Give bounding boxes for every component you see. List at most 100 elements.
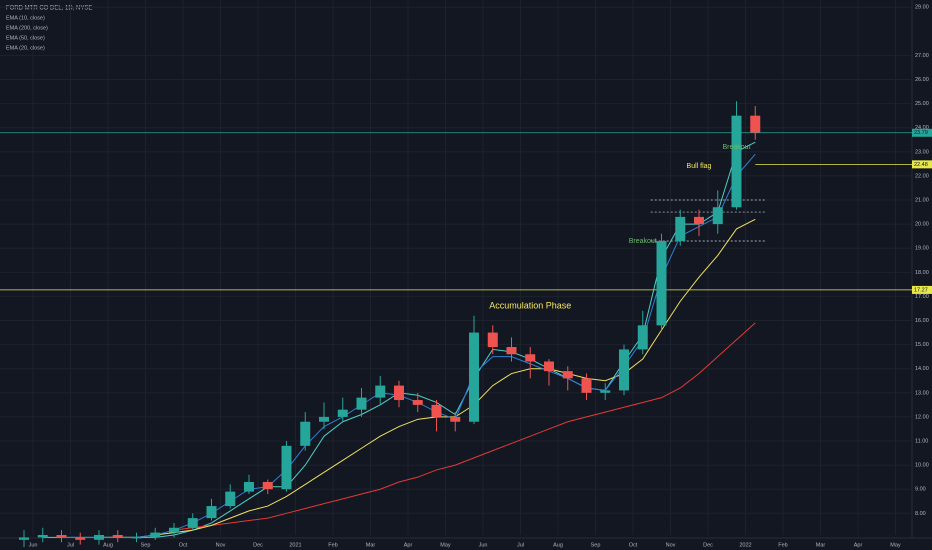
- legend-entry: EMA (20, close): [6, 45, 45, 51]
- y-tick-label: 12.00: [915, 414, 929, 420]
- x-tick-label: May: [440, 542, 451, 548]
- y-tick-label: 8.00: [915, 511, 926, 517]
- candle-body: [375, 385, 386, 398]
- y-tick-label: 26.00: [915, 77, 929, 83]
- x-tick-label: Sep: [591, 542, 601, 548]
- y-tick-label: 17.00: [915, 294, 929, 300]
- x-tick-label: Apr: [854, 542, 863, 548]
- x-tick-label: Jun: [29, 542, 38, 548]
- x-tick-label: 2022: [739, 542, 751, 548]
- y-tick-label: 20.00: [915, 222, 929, 228]
- price-label-box: [912, 128, 932, 137]
- y-tick-label: 27.00: [915, 53, 929, 59]
- candle-body: [675, 216, 686, 241]
- candle-body: [206, 506, 217, 519]
- x-tick-label: Mar: [816, 542, 826, 548]
- legend-entry: EMA (200, close): [6, 25, 48, 31]
- candle-body: [131, 537, 142, 539]
- candle-body: [506, 347, 517, 355]
- x-tick-label: Dec: [703, 542, 713, 548]
- annotation: Breakout: [629, 238, 657, 245]
- y-tick-label: 14.00: [915, 366, 929, 372]
- x-tick-label: Jul: [67, 542, 74, 548]
- candle-body: [94, 535, 104, 540]
- x-tick-label: Feb: [778, 542, 787, 548]
- y-tick-label: 21.00: [915, 197, 929, 203]
- y-tick-label: 22.00: [915, 173, 929, 179]
- candle-body: [656, 240, 667, 326]
- candle-body: [412, 400, 423, 405]
- candle-body: [187, 518, 198, 528]
- y-tick-label: 15.00: [915, 342, 929, 348]
- x-tick-label: Oct: [179, 542, 188, 548]
- price-label-box: [912, 160, 932, 169]
- candle-body: [637, 325, 648, 350]
- candle-body: [19, 537, 29, 540]
- candle-body: [712, 207, 723, 225]
- x-tick-label: Aug: [103, 542, 113, 548]
- candle-body: [694, 216, 704, 225]
- candle-body: [619, 349, 629, 391]
- x-tick-label: Feb: [328, 542, 337, 548]
- candle-body: [731, 115, 742, 208]
- chart-title: FORD MTR CO DEL, 1D, NYSE: [6, 6, 92, 12]
- x-tick-label: Aug: [553, 542, 563, 548]
- candle-body: [300, 421, 311, 446]
- y-tick-label: 13.00: [915, 390, 929, 396]
- x-tick-label: Sep: [141, 542, 151, 548]
- y-tick-label: 16.00: [915, 318, 929, 324]
- x-tick-label: Apr: [404, 542, 413, 548]
- candle-body: [394, 385, 404, 401]
- candle-body: [150, 532, 161, 538]
- candle-body: [225, 491, 236, 507]
- candle-body: [37, 535, 48, 538]
- candle-body: [337, 409, 348, 417]
- y-tick-label: 10.00: [915, 463, 929, 469]
- ema-line: [173, 322, 756, 531]
- candle-body: [469, 332, 479, 422]
- candle-body: [319, 416, 329, 422]
- candle-body: [487, 332, 498, 348]
- candle-body: [750, 115, 761, 133]
- candle-body: [356, 397, 367, 410]
- candle-body: [450, 416, 461, 422]
- x-tick-label: Oct: [629, 542, 638, 548]
- price-label: 23.79: [914, 130, 928, 136]
- y-tick-label: 18.00: [915, 270, 929, 276]
- y-tick-label: 24.00: [915, 125, 929, 131]
- candle-body: [281, 445, 292, 490]
- x-tick-label: 2021: [289, 542, 301, 548]
- candle-body: [75, 537, 86, 540]
- y-tick-label: 9.00: [915, 487, 926, 493]
- candle-body: [600, 390, 611, 393]
- y-tick-label: 29.00: [915, 5, 929, 11]
- candle-body: [56, 535, 67, 538]
- x-tick-label: Nov: [666, 542, 676, 548]
- candle-body: [525, 354, 536, 362]
- price-label: 22.48: [914, 162, 928, 168]
- candle-body: [112, 535, 123, 538]
- candle-body: [431, 404, 442, 417]
- x-tick-label: May: [890, 542, 901, 548]
- y-tick-label: 23.00: [915, 149, 929, 155]
- annotation: Bull flag: [687, 163, 712, 170]
- y-tick-label: 19.00: [915, 246, 929, 252]
- candle-body: [169, 527, 179, 533]
- candle-body: [562, 371, 573, 379]
- annotation: Breakout: [722, 144, 750, 151]
- x-tick-label: Jun: [479, 542, 488, 548]
- candle-body: [244, 481, 254, 492]
- candle-body: [262, 481, 273, 490]
- price-label-box: [912, 285, 932, 294]
- legend-entry: EMA (50, close): [6, 35, 45, 41]
- x-tick-label: Jul: [517, 542, 524, 548]
- y-tick-label: 25.00: [915, 101, 929, 107]
- annotation: Accumulation Phase: [489, 300, 571, 310]
- price-label: 17.27: [914, 287, 928, 293]
- candle-body: [544, 361, 554, 372]
- x-tick-label: Mar: [366, 542, 376, 548]
- x-tick-label: Nov: [216, 542, 226, 548]
- candle-body: [581, 378, 592, 393]
